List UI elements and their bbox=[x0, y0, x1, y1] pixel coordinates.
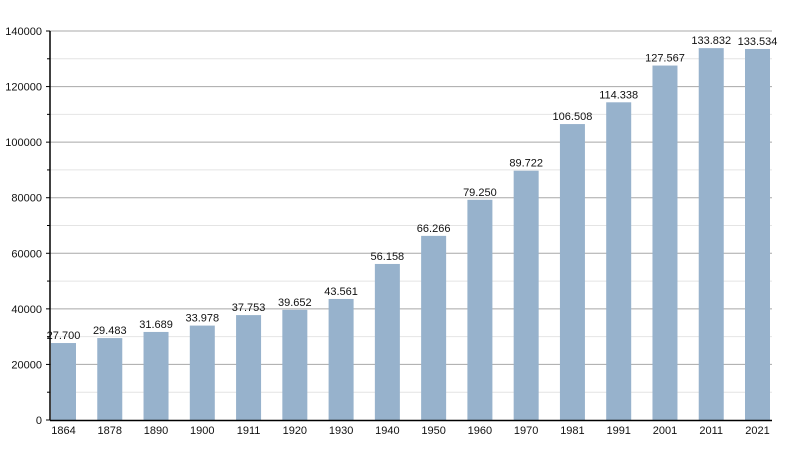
value-label: 31.689 bbox=[139, 319, 173, 331]
bar-1950 bbox=[421, 235, 447, 420]
x-tick-label: 1900 bbox=[190, 425, 214, 437]
x-tick-label: 2011 bbox=[699, 425, 723, 437]
x-tick-label: 2021 bbox=[745, 425, 769, 437]
bar-1920 bbox=[282, 309, 308, 420]
value-label: 33.978 bbox=[185, 313, 219, 325]
bar-1878 bbox=[97, 338, 123, 420]
x-tick-label: 1991 bbox=[606, 425, 630, 437]
bar-1864 bbox=[51, 343, 76, 420]
value-label: 114.338 bbox=[599, 89, 638, 101]
value-label: 56.158 bbox=[371, 251, 405, 263]
x-tick-label: 1920 bbox=[283, 425, 307, 437]
y-tick-label: 60000 bbox=[11, 248, 42, 260]
value-label: 37.753 bbox=[232, 302, 266, 314]
bar-1960 bbox=[467, 199, 493, 420]
value-label: 106.508 bbox=[553, 111, 593, 123]
value-label: 89.722 bbox=[509, 158, 543, 170]
x-tick-label: 1911 bbox=[237, 425, 261, 437]
value-label: 127.567 bbox=[645, 53, 685, 65]
x-tick-label: 2001 bbox=[653, 425, 677, 437]
bar-1981 bbox=[559, 124, 585, 421]
y-tick-label: 140000 bbox=[5, 26, 42, 38]
x-tick-label: 1864 bbox=[51, 425, 75, 437]
x-tick-label: 1960 bbox=[468, 425, 492, 437]
y-tick-label: 120000 bbox=[5, 82, 42, 94]
x-tick-label: 1970 bbox=[514, 425, 538, 437]
bar-1911 bbox=[236, 315, 262, 420]
value-label: 29.483 bbox=[93, 325, 127, 337]
x-tick-label: 1981 bbox=[560, 425, 584, 437]
bar-2001 bbox=[652, 65, 678, 421]
bar-1930 bbox=[328, 298, 354, 420]
value-label: 39.652 bbox=[278, 297, 312, 309]
value-label: 66.266 bbox=[417, 223, 451, 235]
bar-1900 bbox=[189, 325, 215, 420]
value-label: 79.250 bbox=[463, 187, 497, 199]
bar-1991 bbox=[606, 102, 632, 420]
x-tick-label: 1878 bbox=[98, 425, 122, 437]
bar-1940 bbox=[374, 263, 400, 420]
y-tick-label: 0 bbox=[36, 415, 42, 427]
x-tick-label: 1940 bbox=[375, 425, 399, 437]
y-tick-label: 100000 bbox=[5, 137, 42, 149]
y-tick-label: 40000 bbox=[11, 304, 42, 316]
bar-2021 bbox=[745, 48, 770, 420]
x-tick-label: 1890 bbox=[144, 425, 168, 437]
y-tick-label: 80000 bbox=[11, 193, 42, 205]
x-tick-label: 1930 bbox=[329, 425, 353, 437]
bar-1890 bbox=[143, 331, 169, 420]
bar-2011 bbox=[698, 48, 724, 420]
x-tick-label: 1950 bbox=[421, 425, 445, 437]
value-label: 133.534 bbox=[738, 36, 778, 48]
value-label: 43.561 bbox=[324, 286, 358, 298]
value-label: 133.832 bbox=[691, 35, 731, 47]
value-label: 27.700 bbox=[47, 330, 81, 342]
bar-1970 bbox=[513, 170, 539, 420]
y-tick-label: 20000 bbox=[11, 359, 42, 371]
